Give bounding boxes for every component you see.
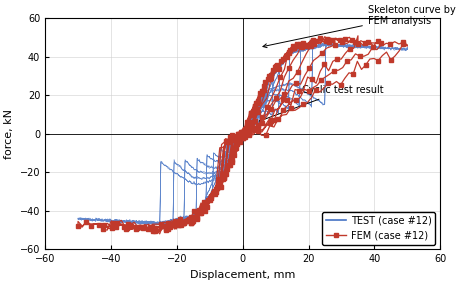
Text: Cyclic test result: Cyclic test result <box>260 85 384 122</box>
Legend: TEST (case #12), FEM (case #12): TEST (case #12), FEM (case #12) <box>322 212 435 245</box>
Y-axis label: force, kN: force, kN <box>4 109 14 159</box>
Text: Skeleton curve by
FEM analysis: Skeleton curve by FEM analysis <box>263 5 456 48</box>
X-axis label: Displacement, mm: Displacement, mm <box>190 270 295 280</box>
